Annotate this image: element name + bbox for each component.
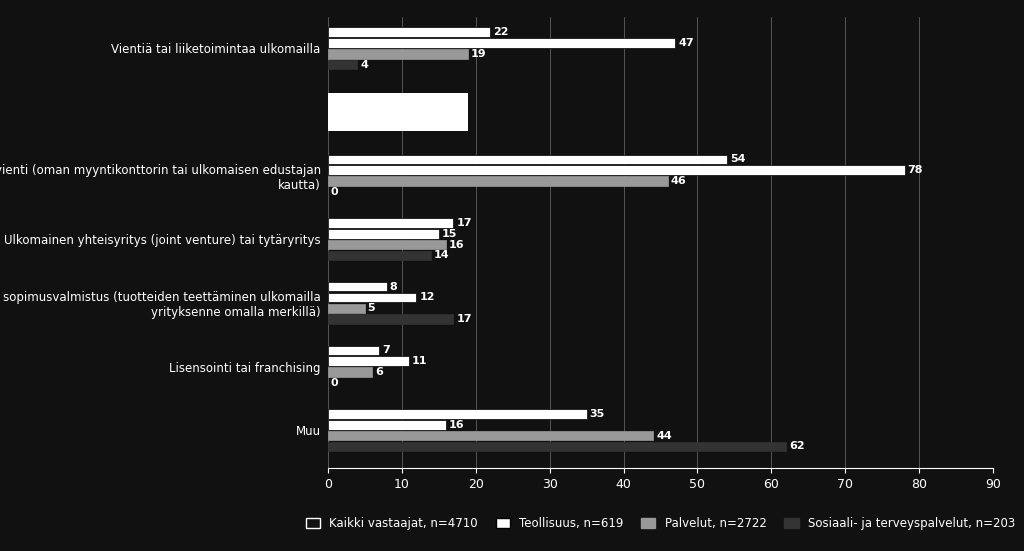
Text: 44: 44 <box>656 430 672 441</box>
Bar <box>328 345 380 355</box>
Bar <box>328 229 438 239</box>
Bar <box>328 409 587 419</box>
Text: 4: 4 <box>360 60 368 69</box>
Bar <box>328 165 904 175</box>
Text: 19: 19 <box>471 48 486 59</box>
Bar <box>328 356 409 366</box>
Legend: Kaikki vastaajat, n=4710, Teollisuus, n=619, Palvelut, n=2722, Sosiaali- ja terv: Kaikki vastaajat, n=4710, Teollisuus, n=… <box>301 512 1020 534</box>
Text: 8: 8 <box>390 282 397 291</box>
Text: 5: 5 <box>368 303 375 314</box>
Text: 17: 17 <box>457 218 472 228</box>
Bar <box>328 293 417 302</box>
Bar <box>328 315 454 324</box>
Bar <box>328 431 653 440</box>
Bar <box>328 60 357 69</box>
Text: 0: 0 <box>331 187 338 197</box>
Bar <box>328 28 490 37</box>
Bar <box>328 38 675 48</box>
Text: 11: 11 <box>412 356 427 366</box>
Text: 54: 54 <box>730 154 745 164</box>
Text: 14: 14 <box>434 251 450 261</box>
Bar <box>328 49 468 58</box>
Bar <box>328 93 468 132</box>
Text: 47: 47 <box>678 38 694 48</box>
Text: 17: 17 <box>457 314 472 324</box>
Bar <box>328 304 365 313</box>
Bar <box>328 251 431 260</box>
Bar <box>328 282 387 291</box>
Text: 7: 7 <box>382 345 390 355</box>
Text: 0: 0 <box>331 378 338 388</box>
Bar <box>328 218 454 228</box>
Text: 78: 78 <box>907 165 923 175</box>
Bar <box>328 442 786 451</box>
Text: 22: 22 <box>494 27 509 37</box>
Bar <box>328 367 372 377</box>
Text: 35: 35 <box>590 409 605 419</box>
Text: 46: 46 <box>671 176 686 186</box>
Bar <box>328 155 727 164</box>
Bar <box>328 420 446 430</box>
Text: 16: 16 <box>449 420 465 430</box>
Text: 16: 16 <box>449 240 465 250</box>
Bar <box>328 240 446 250</box>
Text: 6: 6 <box>375 367 383 377</box>
Text: 15: 15 <box>441 229 457 239</box>
Bar <box>328 176 668 186</box>
Text: 62: 62 <box>790 441 805 451</box>
Text: 12: 12 <box>420 293 435 302</box>
